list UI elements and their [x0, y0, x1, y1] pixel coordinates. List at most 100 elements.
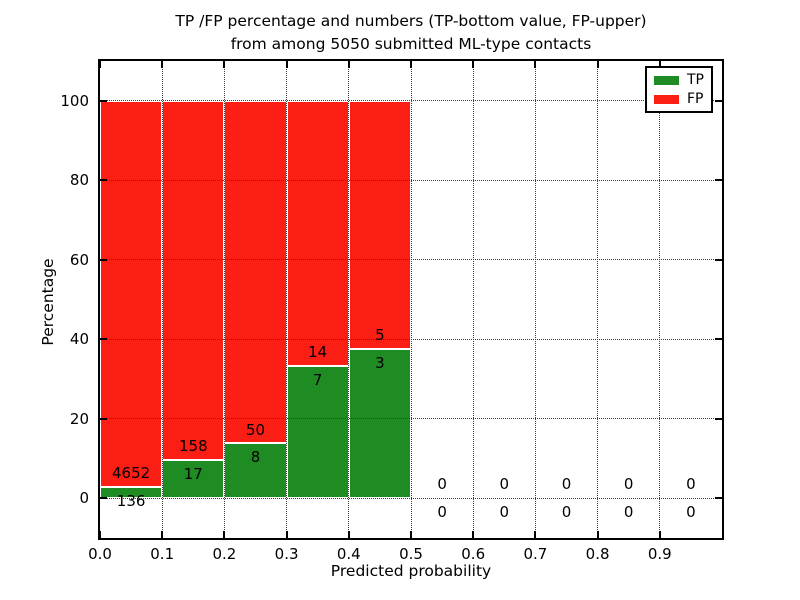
y-tick-mark-right — [715, 338, 722, 341]
chart-title-line1: TP /FP percentage and numbers (TP-bottom… — [175, 12, 647, 30]
x-tick-label: 0.6 — [461, 545, 486, 563]
x-tick-mark-top — [410, 61, 412, 68]
x-tick-label: 0.0 — [88, 545, 112, 563]
x-tick-mark-top — [658, 61, 661, 68]
bar-tp-segment — [224, 443, 287, 499]
tp-count-label: 0 — [499, 503, 510, 522]
fp-count-label: 0 — [686, 475, 696, 494]
y-tick-label: 0 — [79, 489, 89, 508]
tp-count-label: 7 — [312, 370, 323, 389]
bar-fp-segment — [162, 100, 225, 460]
tp-legend-label: TP — [687, 72, 704, 88]
chart-title-line2: from among 5050 submitted ML-type contac… — [230, 34, 592, 53]
x-tick-mark-top — [534, 61, 537, 68]
bar-tp-segment — [286, 365, 349, 499]
y-tick-mark — [100, 179, 107, 182]
fp-legend-swatch — [654, 94, 679, 104]
v-gridline — [410, 61, 412, 538]
h-gridline — [100, 100, 722, 102]
h-gridline — [100, 497, 722, 499]
bar-fp-segment — [224, 100, 287, 444]
v-gridline — [223, 61, 225, 538]
x-tick-label: 0.1 — [150, 545, 175, 563]
x-tick-label: 0.4 — [336, 545, 361, 563]
v-gridline — [161, 61, 163, 538]
x-tick-mark — [223, 531, 226, 538]
h-gridline — [100, 259, 722, 261]
x-tick-label: 0.5 — [399, 545, 423, 563]
y-tick-mark — [100, 99, 107, 102]
x-tick-mark — [285, 531, 288, 538]
x-tick-label: 0.3 — [274, 545, 299, 563]
fp-count-label: 0 — [499, 475, 510, 494]
bar-fp-segment — [100, 100, 163, 487]
tp-legend-swatch — [654, 75, 679, 85]
fp-count-label: 0 — [623, 475, 634, 494]
fp-count-label: 158 — [178, 436, 208, 455]
fp-count-label: 14 — [308, 342, 328, 361]
x-tick-mark-top — [161, 61, 164, 68]
x-tick-mark-top — [285, 61, 288, 68]
y-tick-mark-right — [715, 417, 722, 420]
v-gridline — [286, 61, 288, 538]
y-tick-mark — [100, 497, 107, 500]
v-gridline — [659, 61, 661, 538]
tp-count-label: 0 — [686, 503, 696, 522]
y-tick-label: 20 — [69, 409, 89, 428]
x-tick-label: 0.8 — [585, 545, 610, 563]
x-tick-mark-top — [596, 61, 599, 68]
tp-count-label: 8 — [250, 448, 261, 467]
y-tick-mark — [100, 417, 107, 420]
fp-count-label: 5 — [375, 326, 385, 345]
chart-title: TP /FP percentage and numbers (TP-bottom… — [100, 10, 722, 55]
x-tick-mark — [534, 531, 537, 538]
x-tick-mark — [410, 531, 412, 538]
bar-tp-segment — [162, 459, 225, 499]
x-tick-label: 0.9 — [647, 545, 672, 563]
x-tick-mark-top — [99, 61, 101, 68]
x-tick-mark — [161, 531, 164, 538]
bar-fp-segment — [286, 100, 349, 366]
bar-fp-segment — [348, 100, 411, 350]
v-gridline — [534, 61, 536, 538]
y-tick-label: 40 — [69, 330, 89, 349]
tp-count-label: 0 — [623, 503, 634, 522]
y-tick-label: 100 — [60, 91, 89, 110]
legend-entry-fp: FP — [654, 92, 711, 106]
x-tick-mark — [99, 531, 101, 538]
h-gridline — [100, 418, 722, 420]
fp-count-label: 0 — [561, 475, 572, 494]
x-tick-label: 0.7 — [523, 545, 548, 563]
y-tick-mark-right — [715, 258, 722, 261]
bar-tp-segment — [100, 486, 163, 499]
plot-area: 4652 136 158 17 50 8 14 7 5 3 0 0 0 0 0 0 0 0 0 0 — [98, 59, 724, 540]
x-tick-mark — [658, 531, 661, 538]
x-tick-mark-top — [347, 61, 350, 68]
x-axis-label: Predicted probability — [330, 562, 492, 580]
fp-legend-label: FP — [687, 91, 704, 107]
tp-count-label: 0 — [437, 503, 447, 522]
x-tick-mark-top — [472, 61, 475, 68]
legend-entry-tp: TP — [654, 73, 711, 87]
legend: TP FP — [645, 66, 713, 113]
x-tick-mark — [347, 531, 350, 538]
x-tick-mark-top — [223, 61, 226, 68]
v-gridline — [348, 61, 350, 538]
tp-count-label: 0 — [561, 503, 572, 522]
fp-count-label: 50 — [245, 420, 266, 439]
v-gridline — [472, 61, 474, 538]
y-tick-label: 60 — [69, 250, 89, 269]
y-tick-mark-right — [715, 497, 722, 500]
tp-count-label: 3 — [375, 354, 385, 373]
tp-count-label: 17 — [183, 464, 203, 483]
y-tick-mark — [100, 338, 107, 341]
h-gridline — [100, 338, 722, 340]
y-tick-mark — [100, 258, 107, 261]
x-tick-label: 0.2 — [212, 545, 237, 563]
y-tick-mark-right — [715, 179, 722, 182]
fp-count-label: 0 — [437, 475, 447, 494]
x-tick-mark — [472, 531, 475, 538]
y-tick-label: 80 — [69, 171, 89, 190]
bar-tp-segment — [348, 349, 411, 499]
